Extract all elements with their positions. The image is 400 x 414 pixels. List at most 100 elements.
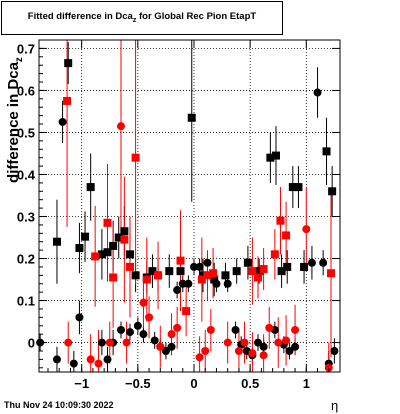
- red-circle-point: [64, 338, 73, 347]
- red-square-point: [125, 262, 134, 271]
- red-circle-point: [265, 323, 274, 332]
- black-square-point: [109, 241, 118, 250]
- red-circle-point: [195, 353, 204, 362]
- black-circle-point: [161, 346, 170, 355]
- black-circle-point: [259, 342, 268, 351]
- y-tick-label: 0: [28, 336, 35, 351]
- red-circle-point: [274, 338, 283, 347]
- red-circle-point: [248, 349, 257, 358]
- black-circle-point: [133, 321, 142, 330]
- red-circle-point: [94, 359, 103, 368]
- x-tick-label: 0.5: [241, 376, 259, 391]
- black-circle-point: [150, 336, 159, 345]
- black-square-point: [81, 232, 90, 241]
- red-square-point: [282, 231, 291, 240]
- black-circle-point: [231, 325, 240, 334]
- x-tick-label: 0: [190, 376, 197, 391]
- red-square-point: [254, 273, 263, 282]
- title-subscript: z: [132, 16, 137, 24]
- black-circle-point: [203, 258, 212, 267]
- plot-frame-fill: [39, 40, 340, 372]
- black-circle-point: [189, 262, 198, 271]
- black-circle-point: [173, 286, 182, 295]
- y-tick-label: 0.3: [17, 210, 35, 225]
- black-square-point: [75, 244, 84, 253]
- black-circle-point: [75, 313, 84, 322]
- red-circle-point: [302, 225, 311, 234]
- y-axis-label-subscript: z: [14, 57, 25, 63]
- black-square-point: [64, 59, 73, 68]
- red-circle-point: [173, 323, 182, 332]
- black-square-point: [210, 275, 219, 284]
- black-square-point: [52, 237, 61, 246]
- chart-title: Fitted difference in Dcaz for Global Rec…: [2, 11, 282, 24]
- red-circle-point: [234, 346, 243, 355]
- black-circle-point: [116, 325, 125, 334]
- x-axis-label: η: [331, 398, 339, 413]
- red-square-point: [109, 273, 118, 282]
- black-circle-point: [52, 355, 61, 364]
- red-square-point: [120, 235, 129, 244]
- black-square-point: [125, 250, 134, 259]
- black-circle-point: [184, 279, 193, 288]
- y-tick-label: 0.2: [17, 252, 35, 267]
- red-square-point: [176, 256, 185, 265]
- black-square-point: [176, 267, 185, 276]
- black-circle-point: [291, 342, 300, 351]
- y-tick-label: 0.4: [17, 167, 36, 182]
- black-square-point: [283, 262, 292, 271]
- black-circle-point: [58, 117, 67, 126]
- red-circle-point: [223, 338, 232, 347]
- black-circle-point: [223, 279, 232, 288]
- red-circle-point: [291, 325, 300, 334]
- red-circle-point: [116, 122, 125, 131]
- x-tick-label: −1: [74, 376, 89, 391]
- plot-frame: [38, 39, 341, 373]
- red-circle-point: [259, 351, 268, 360]
- y-tick-label: 0.6: [17, 83, 35, 98]
- black-circle-point: [139, 330, 148, 339]
- black-square-point: [198, 271, 207, 280]
- x-tick-label: −0.5: [125, 376, 151, 391]
- red-circle-point: [240, 338, 249, 347]
- black-square-point: [165, 267, 174, 276]
- black-square-point: [255, 267, 264, 276]
- black-square-point: [288, 183, 297, 192]
- black-square-point: [148, 267, 157, 276]
- red-circle-point: [201, 346, 210, 355]
- black-circle-point: [313, 88, 322, 97]
- black-circle-point: [167, 342, 176, 351]
- black-circle-point: [285, 346, 294, 355]
- black-square-point: [294, 183, 303, 192]
- red-square-point: [276, 216, 285, 225]
- x-tick-label: 1: [303, 376, 310, 391]
- black-circle-point: [97, 338, 106, 347]
- black-square-point: [120, 227, 129, 236]
- y-axis-label: difference in Dcaz: [5, 45, 25, 195]
- black-square-point: [328, 187, 337, 196]
- red-square-point: [327, 269, 336, 278]
- black-square-point: [187, 113, 196, 122]
- red-square-point: [203, 271, 212, 280]
- red-circle-point: [324, 363, 333, 372]
- red-square-point: [63, 96, 72, 105]
- red-circle-point: [156, 342, 165, 351]
- black-square-point: [300, 262, 309, 271]
- red-circle-point: [122, 338, 131, 347]
- red-square-point: [209, 269, 218, 278]
- y-tick-label: 0.7: [17, 41, 35, 56]
- red-circle-point: [139, 298, 148, 307]
- y-tick-label: 0.1: [17, 294, 35, 309]
- black-circle-point: [69, 359, 78, 368]
- red-square-point: [248, 267, 257, 276]
- red-circle-point: [86, 355, 95, 364]
- red-square-point: [91, 252, 100, 261]
- red-circle-point: [167, 330, 176, 339]
- title-rest: for Global Rec Pion EtapT: [136, 11, 257, 22]
- red-square-point: [182, 307, 191, 316]
- black-circle-point: [212, 279, 221, 288]
- y-tick-label: 0.5: [17, 125, 35, 140]
- red-circle-point: [282, 336, 291, 345]
- title-main: Fitted difference in Dca: [27, 11, 133, 22]
